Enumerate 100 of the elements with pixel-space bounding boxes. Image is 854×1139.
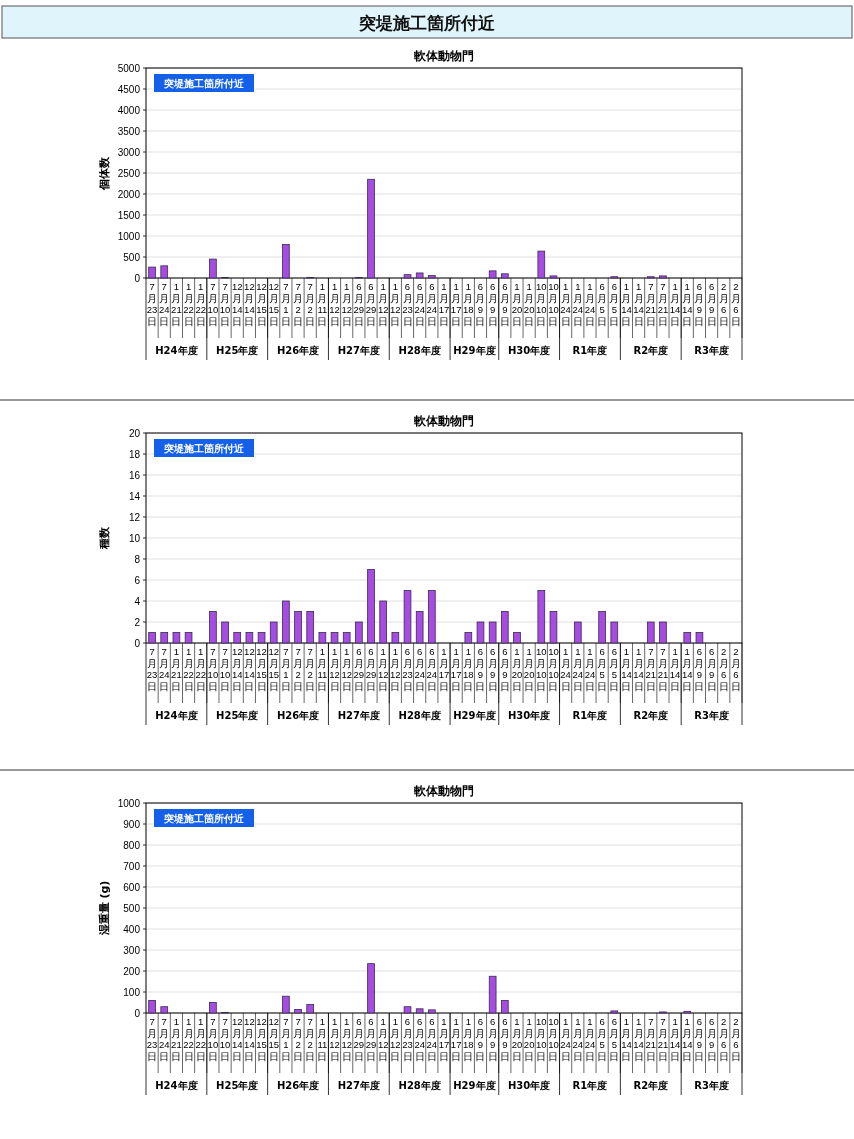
bar: [464, 632, 473, 644]
x-tick-label: 6月29日: [365, 1016, 377, 1062]
x-tick-label: 1月17日: [450, 1016, 462, 1062]
y-tick-label: 1000: [117, 230, 141, 242]
x-tick-label: 7月21日: [645, 1016, 657, 1062]
bar: [501, 1000, 509, 1014]
x-tick-label: 7月10日: [207, 1016, 219, 1062]
x-tick-label: 1月17日: [450, 646, 462, 692]
text: R3年度: [694, 345, 729, 356]
x-tick-label: 7月2日: [305, 646, 316, 692]
x-tick-label: 1月24日: [572, 281, 584, 327]
x-tick-label: 1月14日: [633, 646, 644, 692]
x-tick-label: 1月12日: [329, 646, 340, 692]
x-tick-label: 10月10日: [548, 281, 559, 327]
x-tick-label: 7月10日: [219, 281, 231, 327]
bar: [537, 590, 546, 644]
chart-title: 軟体動物門: [413, 784, 474, 798]
x-tick-label: 7月21日: [657, 646, 669, 692]
bar: [428, 1009, 436, 1014]
bar: [221, 621, 229, 644]
bar: [659, 621, 667, 644]
bar: [306, 1004, 315, 1014]
text: H27年度: [337, 710, 381, 721]
text: H24年度: [155, 345, 198, 356]
bar: [488, 621, 497, 644]
bar: [148, 632, 156, 644]
y-tick-label: 6: [134, 574, 141, 586]
bar: [513, 632, 521, 644]
x-tick-label: 1月22日: [195, 281, 207, 327]
x-tick-label: 1月14日: [669, 646, 681, 692]
x-tick-label: 1月14日: [669, 281, 681, 327]
x-tick-label: 1月14日: [681, 281, 693, 327]
x-tick-label: 2月6日: [730, 281, 741, 327]
x-tick-label: 6月9日: [694, 646, 705, 692]
text: H29年度: [453, 345, 496, 356]
x-tick-label: 7月24日: [158, 646, 170, 692]
x-tick-label: 1月12日: [377, 646, 389, 692]
x-tick-label: 1月14日: [681, 646, 693, 692]
text: 突堤施工箇所付近: [358, 13, 496, 33]
y-tick-label: 200: [123, 965, 141, 977]
x-tick-label: 7月21日: [645, 281, 657, 327]
bar: [184, 632, 193, 644]
x-tick-label: 6月24日: [414, 646, 425, 692]
x-tick-label: 1月24日: [584, 281, 596, 327]
x-tick-label: 6月9日: [706, 646, 717, 692]
x-tick-label: 6月24日: [414, 1016, 425, 1062]
x-tick-label: 1月11日: [317, 646, 328, 692]
bar: [294, 1009, 302, 1014]
text: H28年度: [398, 710, 441, 721]
y-tick-label: 12: [128, 511, 141, 523]
x-tick-label: 10月10日: [536, 281, 547, 327]
text: H28年度: [398, 1080, 441, 1091]
x-tick-label: 7月21日: [657, 281, 669, 327]
bar: [148, 1000, 156, 1014]
x-tick-label: 6月5日: [597, 281, 608, 327]
bar: [695, 632, 704, 644]
x-tick-label: 1月22日: [195, 1016, 207, 1062]
x-tick-label: 12月14日: [231, 1016, 243, 1062]
x-tick-label: 1月12日: [390, 281, 401, 327]
y-tick-label: 500: [123, 251, 141, 263]
x-tick-label: 6月9日: [706, 281, 717, 327]
x-tick-label: 7月1日: [280, 281, 291, 327]
bar: [488, 270, 497, 279]
text: H30年度: [507, 710, 551, 721]
x-tick-label: 7月21日: [645, 646, 657, 692]
bar: [245, 632, 254, 644]
x-tick-label: 1月12日: [377, 281, 389, 327]
y-tick-label: 2: [134, 616, 141, 628]
chart-title: 軟体動物門: [413, 49, 474, 63]
x-tick-label: 1月12日: [341, 646, 352, 692]
y-tick-label: 8: [134, 553, 141, 565]
x-tick-label: 1月20日: [511, 646, 523, 692]
x-tick-label: 1月17日: [438, 646, 450, 692]
x-tick-label: 6月9日: [499, 646, 510, 692]
x-tick-label: 1月20日: [523, 646, 535, 692]
x-tick-label: 6月5日: [609, 281, 620, 327]
x-tick-label: 1月24日: [560, 1016, 571, 1062]
x-tick-label: 6月9日: [694, 1016, 705, 1062]
x-tick-label: 6月9日: [487, 281, 498, 327]
bar: [367, 178, 375, 279]
x-tick-label: 1月22日: [195, 646, 207, 692]
x-tick-label: 1月24日: [572, 646, 584, 692]
x-tick-label: 12月15日: [268, 281, 279, 327]
annotation: 突堤施工箇所付近: [163, 813, 245, 824]
x-tick-label: 7月10日: [207, 281, 219, 327]
text: H29年度: [453, 1080, 496, 1091]
x-tick-label: 6月9日: [499, 281, 510, 327]
x-tick-label: 6月5日: [597, 1016, 608, 1062]
x-tick-label: 12月14日: [244, 646, 255, 692]
bar: [306, 611, 315, 644]
x-tick-label: 1月14日: [621, 281, 632, 327]
x-tick-label: 1月12日: [390, 1016, 401, 1062]
bar: [257, 632, 266, 644]
y-axis-title: 個体数: [98, 155, 111, 191]
bar: [403, 590, 412, 644]
text: H25年度: [216, 345, 259, 356]
y-axis-title: 湿重量 (g): [98, 880, 111, 937]
text: H26年度: [276, 1080, 320, 1091]
x-tick-label: 1月22日: [183, 281, 194, 327]
bar: [282, 995, 290, 1014]
